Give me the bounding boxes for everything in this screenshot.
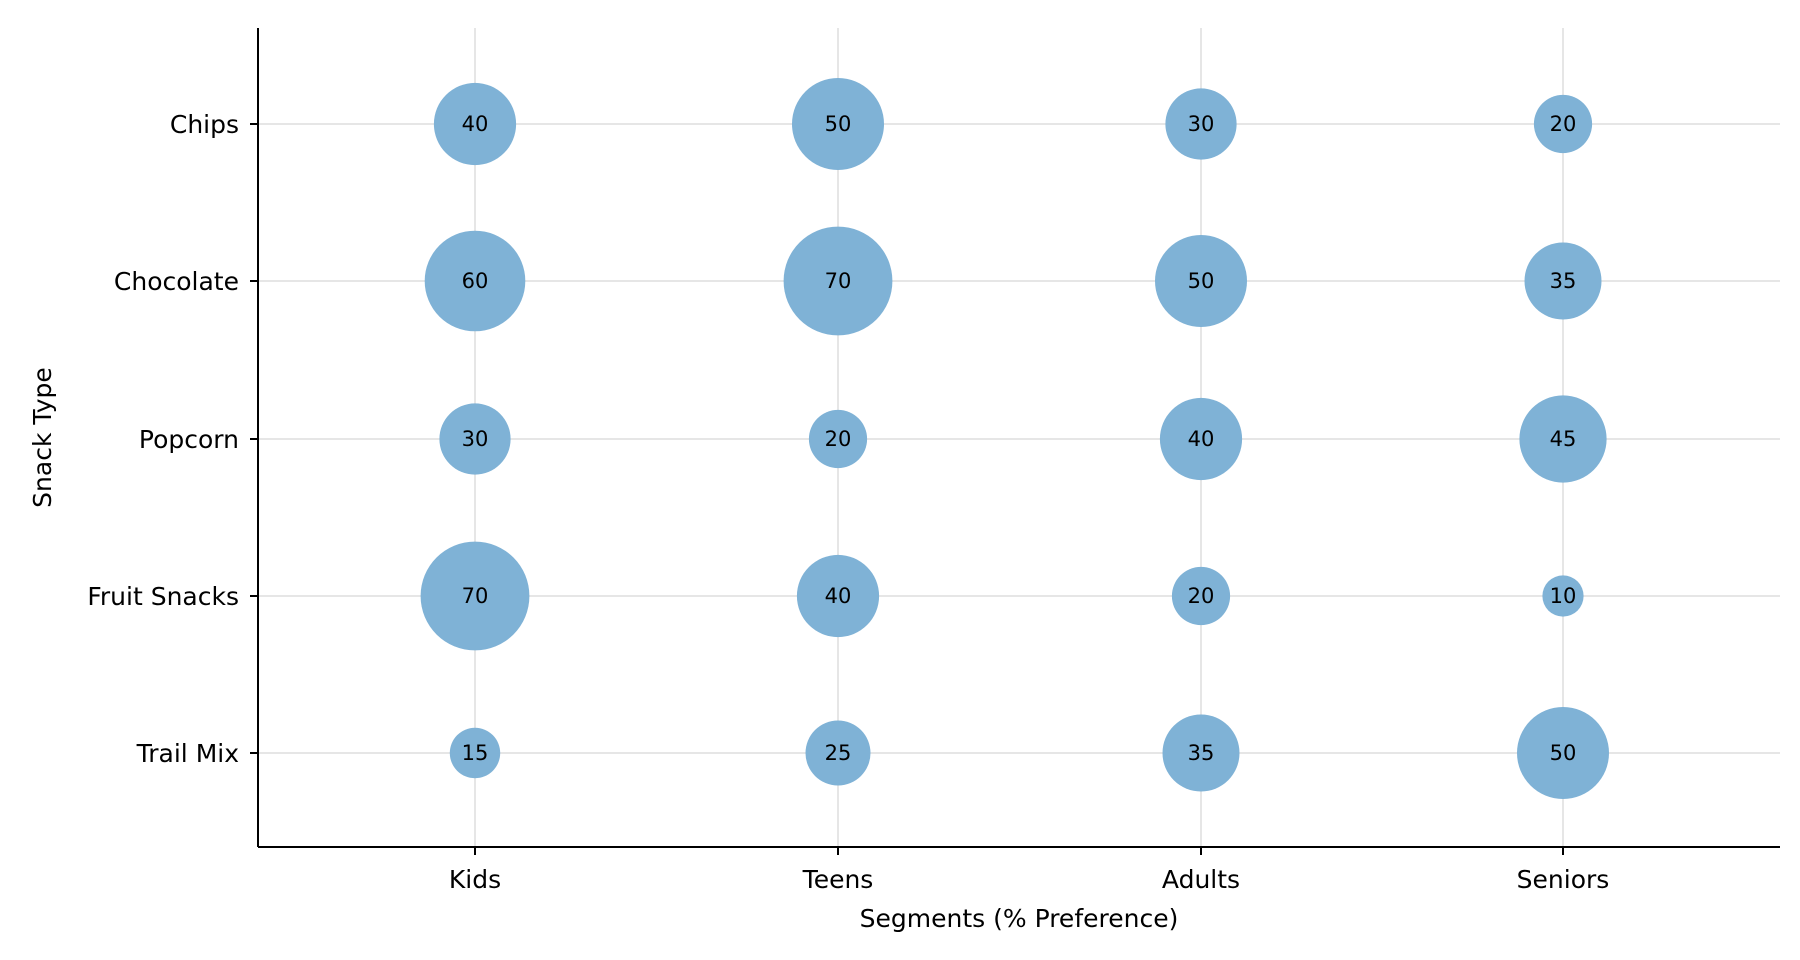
data-label-chocolate-adults: 50 — [1188, 269, 1215, 293]
data-label-fruit-snacks-teens: 40 — [825, 584, 852, 608]
y-tick-label-trail-mix: Trail Mix — [136, 739, 239, 768]
x-tick-label-adults: Adults — [1162, 865, 1240, 894]
data-label-chips-kids: 40 — [462, 112, 489, 136]
bubble-popcorn-adults — [1159, 397, 1243, 481]
data-label-fruit-snacks-adults: 20 — [1188, 584, 1215, 608]
data-label-trail-mix-seniors: 50 — [1550, 741, 1577, 765]
bubble-popcorn-seniors — [1519, 395, 1607, 483]
x-tick-label-kids: Kids — [449, 865, 501, 894]
bubble-chips-seniors — [1533, 94, 1593, 154]
data-label-popcorn-kids: 30 — [462, 427, 489, 451]
y-axis-label: Snack Type — [28, 367, 57, 508]
bubble-trail-mix-adults — [1162, 714, 1240, 792]
bubble-popcorn-teens — [808, 409, 868, 469]
data-label-trail-mix-kids: 15 — [462, 741, 489, 765]
y-tick-label-chips: Chips — [170, 110, 239, 139]
data-label-popcorn-teens: 20 — [825, 427, 852, 451]
bubble-chips-teens — [792, 78, 884, 170]
data-label-chocolate-seniors: 35 — [1550, 269, 1577, 293]
bubble-chips-kids — [433, 82, 517, 166]
bubble-fruit-snacks-kids — [420, 541, 530, 651]
bubble-chocolate-seniors — [1524, 242, 1602, 320]
data-label-chips-teens: 50 — [825, 112, 852, 136]
bubble-fruit-snacks-adults — [1171, 566, 1231, 626]
y-tick-label-popcorn: Popcorn — [139, 425, 239, 454]
bubble-chips-adults — [1165, 88, 1237, 160]
data-label-trail-mix-adults: 35 — [1188, 741, 1215, 765]
data-label-popcorn-adults: 40 — [1188, 427, 1215, 451]
data-label-chips-seniors: 20 — [1550, 112, 1577, 136]
data-label-chocolate-kids: 60 — [462, 269, 489, 293]
bubbles — [420, 78, 1609, 799]
bubble-fruit-snacks-teens — [796, 554, 880, 638]
x-tick-label-seniors: Seniors — [1517, 865, 1610, 894]
data-label-chips-adults: 30 — [1188, 112, 1215, 136]
bubble-popcorn-kids — [439, 403, 511, 475]
bubble-trail-mix-teens — [805, 720, 871, 786]
bubble-trail-mix-kids — [449, 727, 501, 779]
data-label-fruit-snacks-seniors: 10 — [1550, 584, 1577, 608]
x-tick-label-teens: Teens — [802, 865, 874, 894]
data-label-trail-mix-teens: 25 — [825, 741, 852, 765]
bubble-chocolate-adults — [1155, 235, 1247, 327]
y-tick-label-chocolate: Chocolate — [114, 267, 239, 296]
bubble-chocolate-kids — [424, 230, 526, 332]
data-label-chocolate-teens: 70 — [825, 269, 852, 293]
data-label-popcorn-seniors: 45 — [1550, 427, 1577, 451]
y-tick-label-fruit-snacks: Fruit Snacks — [87, 582, 239, 611]
labels: 40 50 30 20 60 70 50 35 30 20 40 45 70 40 20 10 15 25 35 50… — [87, 110, 1609, 894]
bubble-chocolate-teens — [783, 226, 893, 336]
axes — [250, 28, 1780, 855]
bubble-fruit-snacks-seniors — [1542, 575, 1584, 617]
x-axis-label: Segments (% Preference) — [860, 904, 1179, 933]
bubble-trail-mix-seniors — [1517, 707, 1609, 799]
data-label-fruit-snacks-kids: 70 — [462, 584, 489, 608]
